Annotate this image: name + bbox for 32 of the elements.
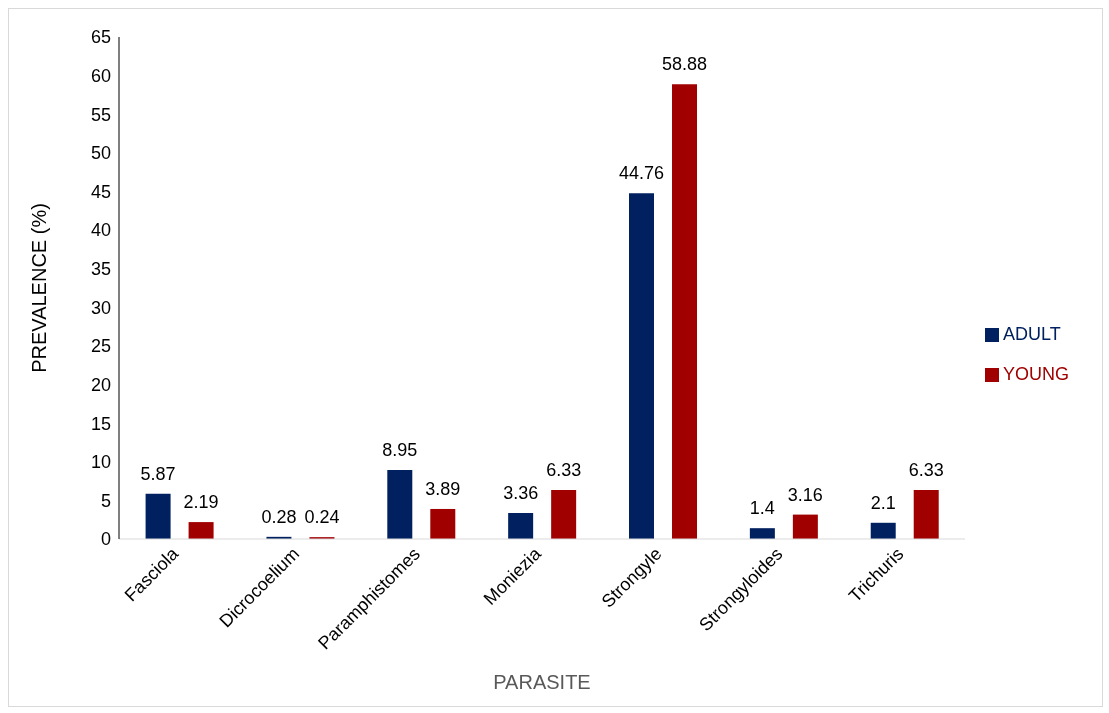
data-label: 8.95 xyxy=(382,439,418,460)
legend-label: YOUNG xyxy=(1002,364,1069,384)
data-label: 5.87 xyxy=(140,463,176,484)
y-tick-label: 25 xyxy=(90,336,111,357)
x-axis-title: PARASITE xyxy=(493,671,591,693)
data-label: 3.89 xyxy=(425,478,461,499)
y-tick-label: 55 xyxy=(90,104,111,125)
data-label: 0.28 xyxy=(261,506,297,527)
data-label: 2.1 xyxy=(870,492,896,513)
y-tick-label: 0 xyxy=(100,529,111,550)
y-tick-label: 20 xyxy=(90,374,111,395)
y-axis-title: PREVALENCE (%) xyxy=(28,203,51,373)
data-label: 2.19 xyxy=(183,492,219,513)
y-tick-label: 30 xyxy=(90,297,111,318)
data-label: 44.76 xyxy=(618,163,665,184)
y-tick-label: 15 xyxy=(90,413,111,434)
data-label: 0.24 xyxy=(304,507,340,528)
data-label: 3.16 xyxy=(787,484,823,505)
data-label: 3.36 xyxy=(503,483,539,504)
y-tick-label: 45 xyxy=(90,181,111,202)
y-tick-label: 10 xyxy=(90,452,111,473)
data-label: 1.4 xyxy=(749,498,775,519)
legend-label: ADULT xyxy=(1002,324,1061,344)
y-tick-label: 35 xyxy=(90,259,111,280)
y-tick-label: 50 xyxy=(90,143,111,164)
data-label: 6.33 xyxy=(908,460,944,481)
y-tick-label: 60 xyxy=(90,66,111,87)
y-tick-label: 40 xyxy=(90,220,111,241)
data-label: 58.88 xyxy=(661,54,708,75)
y-tick-label: 5 xyxy=(100,490,111,511)
y-tick-label: 65 xyxy=(90,27,111,48)
data-label: 6.33 xyxy=(546,460,582,481)
